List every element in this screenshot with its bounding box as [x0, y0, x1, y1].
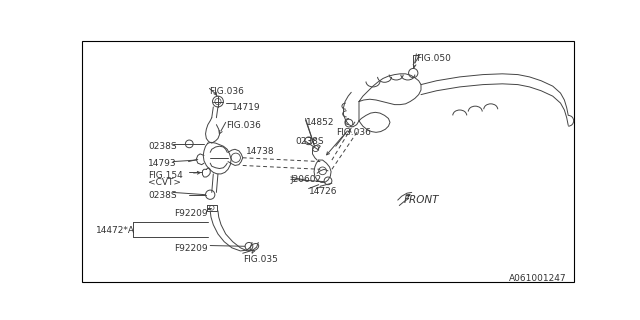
Text: 14852: 14852: [307, 118, 335, 127]
Text: 14719: 14719: [232, 103, 260, 112]
Text: FIG.050: FIG.050: [417, 54, 451, 63]
Text: 0238S: 0238S: [148, 191, 177, 200]
Text: F92209: F92209: [174, 209, 207, 218]
Text: F92209: F92209: [174, 244, 207, 253]
Text: FIG.154: FIG.154: [148, 171, 183, 180]
Text: FIG.035: FIG.035: [243, 255, 278, 264]
Text: 0238S: 0238S: [296, 137, 324, 146]
Text: 14726: 14726: [308, 187, 337, 196]
Text: 0238S: 0238S: [148, 141, 177, 151]
Text: A061001247: A061001247: [509, 274, 567, 283]
Text: FIG.036: FIG.036: [336, 129, 371, 138]
Text: 14738: 14738: [246, 147, 275, 156]
Text: 14793: 14793: [148, 159, 177, 168]
Text: FRONT: FRONT: [404, 196, 440, 205]
Text: FIG.036: FIG.036: [226, 121, 260, 130]
Text: 14472*A: 14472*A: [95, 226, 134, 235]
Text: <CVT>: <CVT>: [148, 178, 181, 187]
Text: FIG.036: FIG.036: [209, 87, 244, 96]
Text: J20602: J20602: [291, 175, 322, 184]
